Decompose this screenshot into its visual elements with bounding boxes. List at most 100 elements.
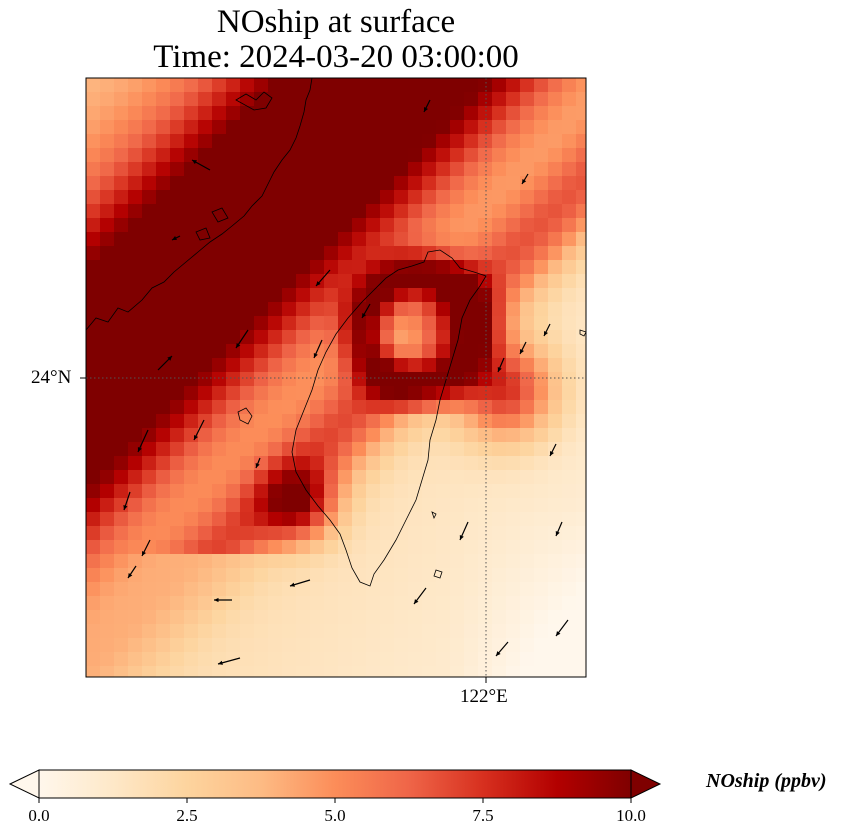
field-cell xyxy=(282,358,297,373)
field-cell xyxy=(450,274,465,289)
field-cell xyxy=(450,610,465,625)
field-cell xyxy=(282,512,297,527)
field-cell xyxy=(240,596,255,611)
field-cell xyxy=(450,568,465,583)
field-cell xyxy=(562,78,577,93)
field-cell xyxy=(170,162,185,177)
field-cell xyxy=(142,218,157,233)
field-cell xyxy=(478,610,493,625)
title-line-2: Time: 2024-03-20 03:00:00 xyxy=(153,39,519,75)
field-cell xyxy=(548,78,563,93)
field-cell xyxy=(240,78,255,93)
field-cell xyxy=(128,372,143,387)
field-cell xyxy=(296,596,311,611)
field-cell xyxy=(128,428,143,443)
field-cell xyxy=(142,414,157,429)
field-cell xyxy=(240,512,255,527)
field-cell xyxy=(562,470,577,485)
field-cell xyxy=(576,106,586,121)
field-cell xyxy=(506,512,521,527)
field-cell xyxy=(240,134,255,149)
field-cell xyxy=(310,610,325,625)
field-cell xyxy=(86,582,101,597)
field-cell xyxy=(380,442,395,457)
field-cell xyxy=(268,302,283,317)
field-cell xyxy=(492,498,507,513)
field-cell xyxy=(408,624,423,639)
field-cell xyxy=(184,176,199,191)
field-cell xyxy=(338,260,353,275)
field-cell xyxy=(576,428,586,443)
field-cell xyxy=(394,92,409,107)
field-cell xyxy=(520,554,535,569)
field-cell xyxy=(128,554,143,569)
field-cell xyxy=(86,666,101,677)
field-cell xyxy=(548,484,563,499)
field-cell xyxy=(338,218,353,233)
field-cell xyxy=(492,330,507,345)
field-cell xyxy=(352,582,367,597)
field-cell xyxy=(492,78,507,93)
field-cell xyxy=(506,540,521,555)
field-cell xyxy=(478,428,493,443)
field-cell xyxy=(520,526,535,541)
field-cell xyxy=(324,316,339,331)
field-cell xyxy=(212,148,227,163)
field-cell xyxy=(128,344,143,359)
field-cell xyxy=(576,498,586,513)
field-cell xyxy=(436,638,451,653)
field-cell xyxy=(254,610,269,625)
field-cell xyxy=(534,288,549,303)
field-cell xyxy=(436,540,451,555)
field-cell xyxy=(394,400,409,415)
field-cell xyxy=(576,484,586,499)
field-cell xyxy=(282,372,297,387)
field-cell xyxy=(352,484,367,499)
field-cell xyxy=(114,218,129,233)
field-cell xyxy=(282,330,297,345)
field-cell xyxy=(100,78,115,93)
field-cell xyxy=(520,638,535,653)
field-cell xyxy=(366,596,381,611)
field-cell xyxy=(478,162,493,177)
field-cell xyxy=(478,554,493,569)
field-cell xyxy=(86,498,101,513)
field-cell xyxy=(114,484,129,499)
field-cell xyxy=(380,540,395,555)
field-cell xyxy=(464,596,479,611)
field-cell xyxy=(282,428,297,443)
field-cell xyxy=(142,330,157,345)
field-cell xyxy=(212,106,227,121)
field-cell xyxy=(128,624,143,639)
field-cell xyxy=(520,246,535,261)
field-cell xyxy=(548,134,563,149)
colorbar-tick-0: 0.0 xyxy=(28,806,50,825)
field-cell xyxy=(576,386,586,401)
field-cell xyxy=(492,344,507,359)
field-cell xyxy=(422,666,437,677)
field-cell xyxy=(408,568,423,583)
field-cell xyxy=(310,78,325,93)
field-cell xyxy=(548,162,563,177)
field-cell xyxy=(534,456,549,471)
field-cell xyxy=(562,414,577,429)
field-cell xyxy=(86,190,101,205)
field-cell xyxy=(562,442,577,457)
field-cell xyxy=(296,232,311,247)
field-cell xyxy=(352,470,367,485)
wind-vector-head xyxy=(520,349,524,354)
field-cell xyxy=(408,260,423,275)
wind-vector-head xyxy=(255,463,260,468)
field-cell xyxy=(352,260,367,275)
field-cell xyxy=(240,218,255,233)
field-cell xyxy=(100,274,115,289)
field-cell xyxy=(310,414,325,429)
field-cell xyxy=(212,162,227,177)
field-cell xyxy=(422,386,437,401)
field-cell xyxy=(352,274,367,289)
field-cell xyxy=(562,148,577,163)
field-cell xyxy=(548,540,563,555)
field-cell xyxy=(198,92,213,107)
field-cell xyxy=(128,162,143,177)
field-cell xyxy=(156,498,171,513)
